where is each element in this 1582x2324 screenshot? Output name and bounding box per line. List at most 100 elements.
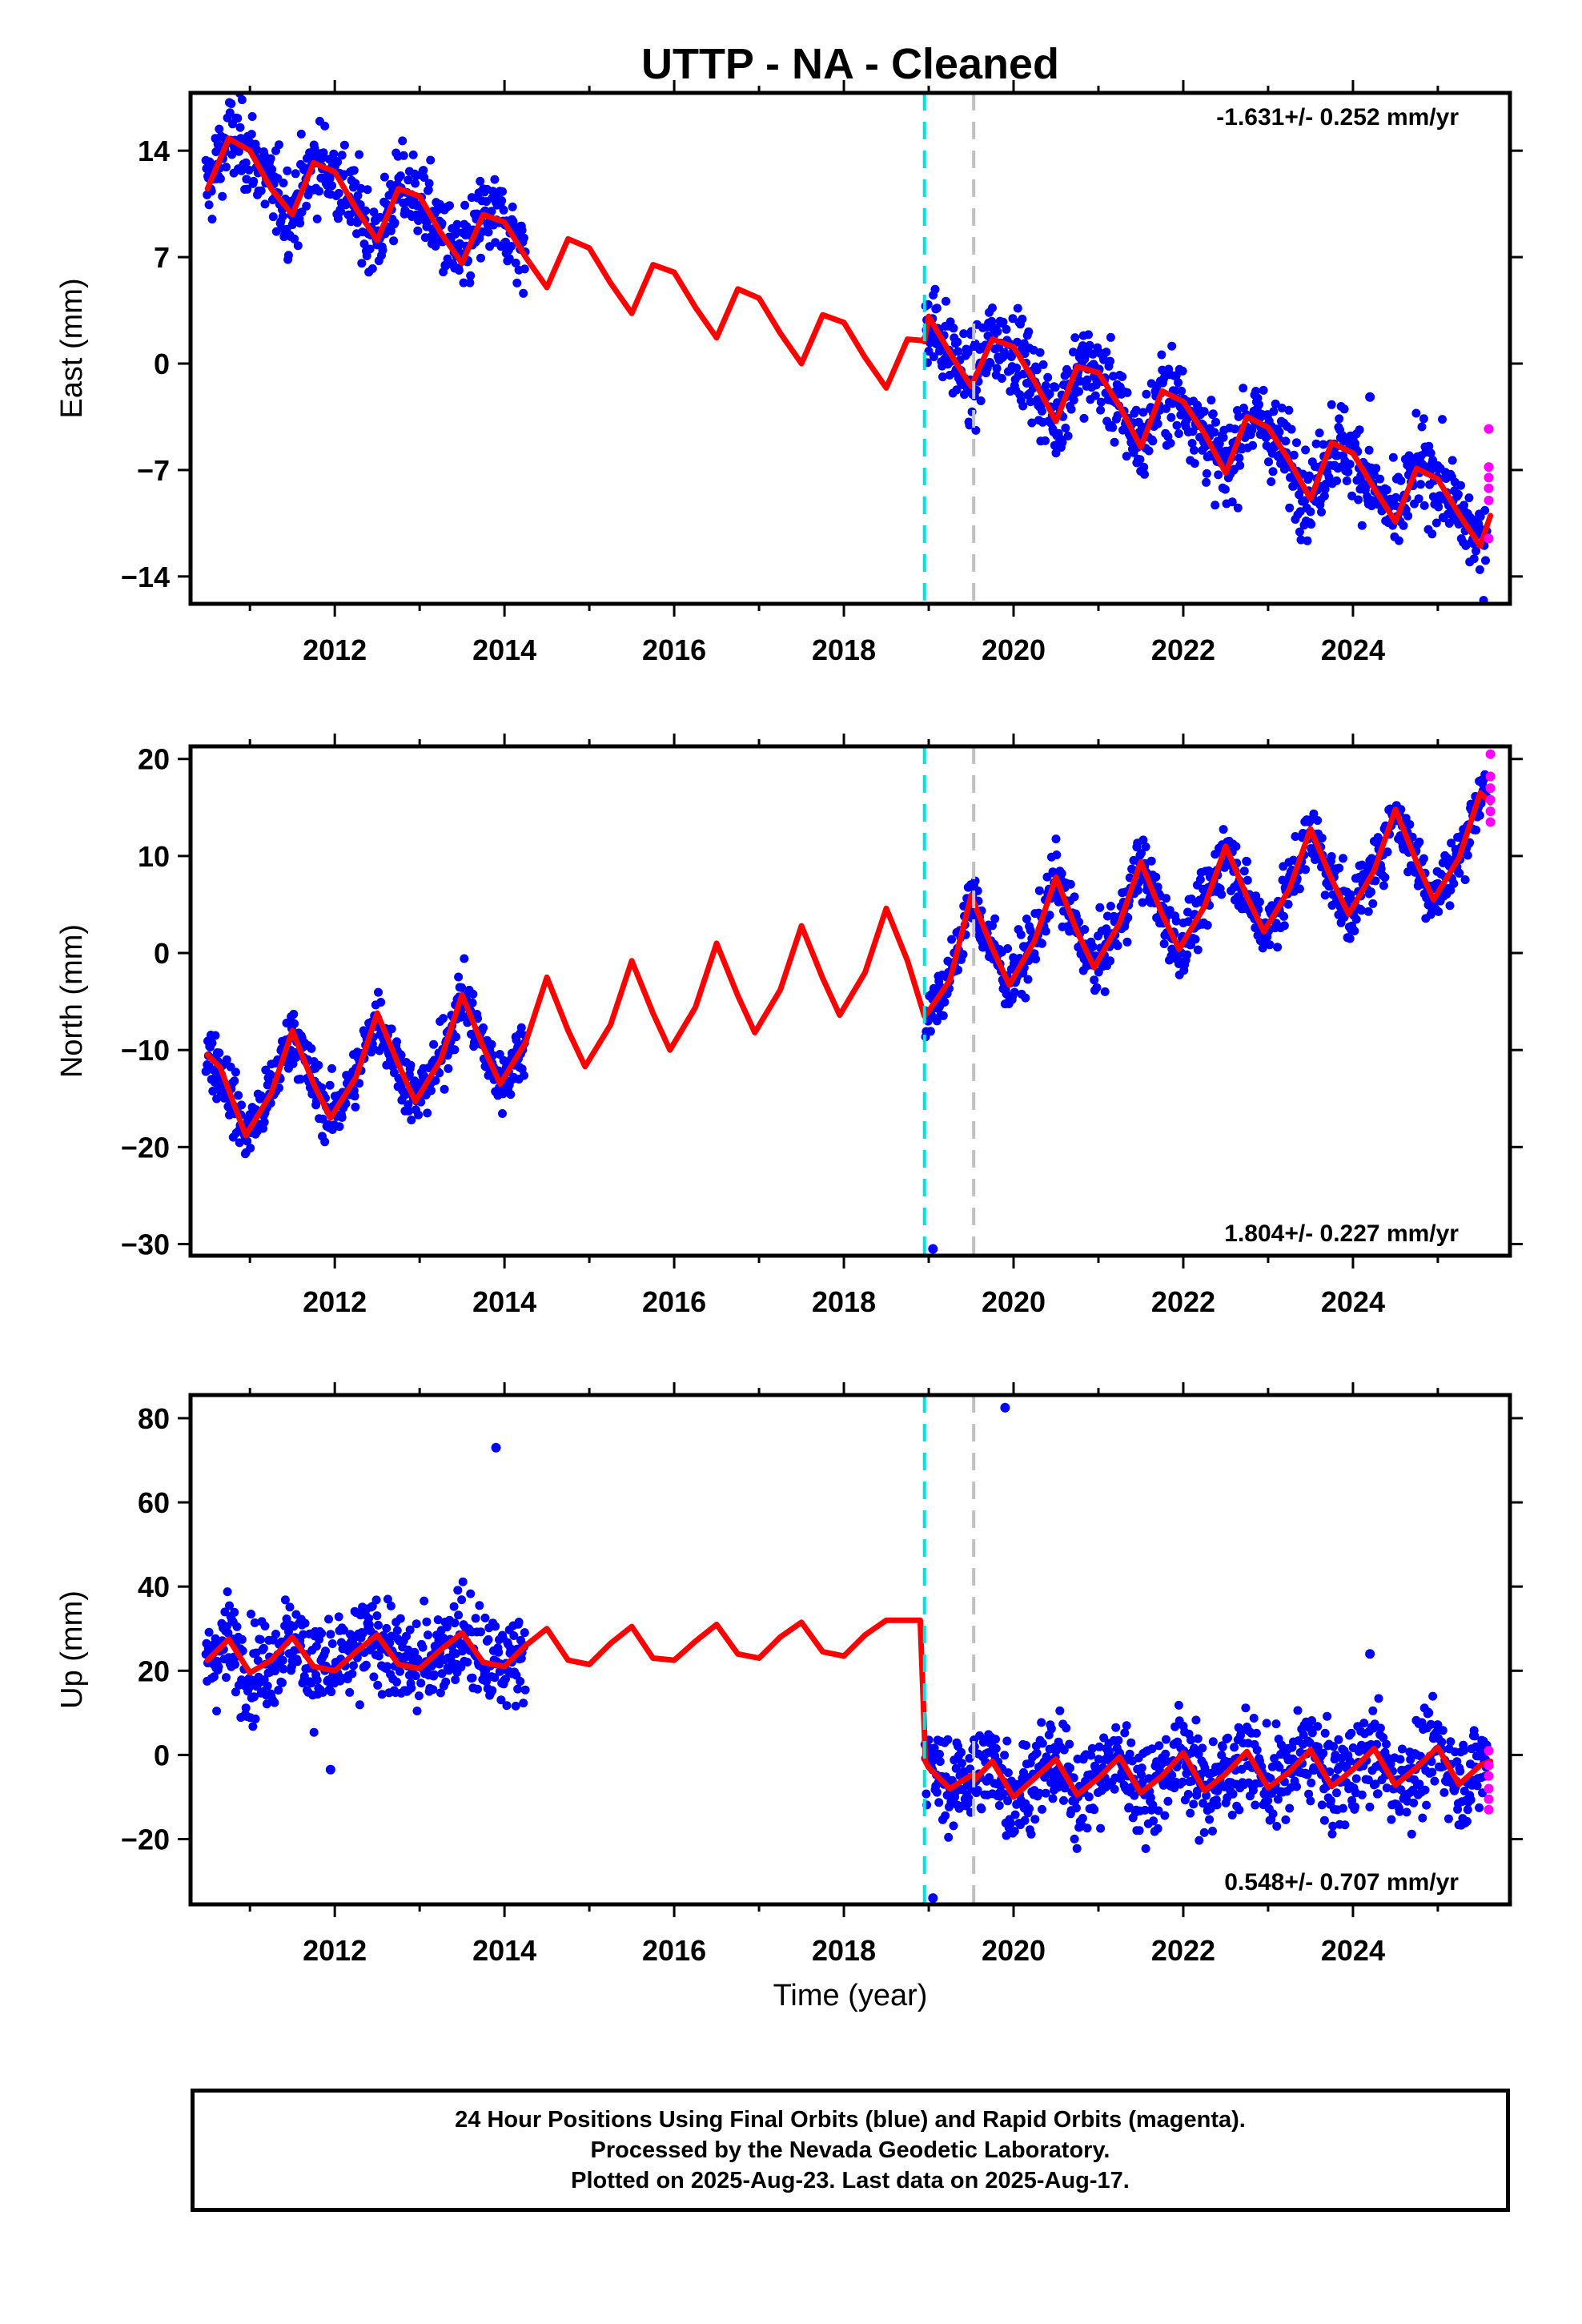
north-final-orbit-point [296,1075,305,1084]
north-rapid-orbit-point [1485,771,1496,782]
up-final-orbit-point [1003,1768,1013,1778]
up-final-orbit-point [1251,1800,1260,1810]
east-outlier-point [1365,392,1375,402]
up-final-orbit-point [1307,1778,1316,1787]
up-final-orbit-point [347,1669,357,1679]
up-final-orbit-point [973,1785,982,1795]
north-final-orbit-point [1351,915,1361,924]
east-final-orbit-point [1306,507,1315,517]
east-final-orbit-point [1220,485,1230,494]
up-final-orbit-point [1472,1781,1482,1791]
east-final-orbit-point [1472,546,1481,556]
east-final-orbit-point [1319,440,1328,449]
up-final-orbit-point [317,1629,327,1638]
east-final-orbit-point [504,254,514,263]
north-final-orbit-point [1217,890,1227,899]
east-final-orbit-point [363,185,372,195]
east-final-orbit-point [426,155,436,165]
north-final-orbit-point [246,1144,255,1153]
east-final-orbit-point [241,158,251,167]
east-final-orbit-point [222,163,231,172]
north-final-orbit-point [243,1136,252,1146]
east-final-orbit-point [1063,431,1073,440]
east-final-orbit-point [1051,448,1061,458]
east-final-orbit-point [1343,467,1353,476]
north-final-orbit-point [938,1011,948,1020]
north-final-orbit-point [1273,943,1283,952]
north-final-orbit-point [1472,826,1481,834]
north-final-orbit-point [1475,810,1484,820]
up-final-orbit-point [1191,1715,1201,1725]
east-final-orbit-point [1317,507,1326,517]
east-final-orbit-point [1255,400,1264,409]
east-final-orbit-point [1235,460,1245,470]
north-final-orbit-point [1066,879,1075,889]
east-final-orbit-point [1074,387,1084,396]
up-final-orbit-point [509,1631,519,1640]
north-final-orbit-point [1023,975,1033,984]
up-final-orbit-point [1466,1795,1476,1804]
up-final-orbit-point [475,1601,484,1610]
up-final-orbit-point [309,1727,319,1737]
up-final-orbit-point [1138,1778,1147,1787]
footer-line-3: Plotted on 2025-Aug-23. Last data on 202… [571,2168,1130,2193]
north-final-orbit-point [327,1063,336,1073]
north-final-orbit-point [1165,906,1174,915]
up-final-orbit-point [1313,1722,1323,1731]
north-final-orbit-point [396,1051,406,1060]
east-final-orbit-point [1364,445,1374,455]
east-final-orbit-point [252,145,262,155]
up-final-orbit-point [1154,1741,1164,1751]
up-final-orbit-point [1205,1815,1215,1824]
north-final-orbit-point [1195,875,1205,884]
east-final-orbit-point [1038,360,1048,369]
up-final-orbit-point [1032,1748,1042,1758]
east-final-orbit-point [1144,446,1154,456]
up-final-orbit-point [1347,1728,1356,1738]
east-final-orbit-point [1235,453,1244,463]
north-final-orbit-point [215,1048,224,1058]
east-x-tick-label: 2012 [303,633,367,666]
north-final-orbit-point [1255,897,1264,907]
up-final-orbit-point [1363,1775,1373,1784]
north-final-orbit-point [289,1009,299,1019]
up-final-orbit-point [396,1667,404,1676]
east-final-orbit-point [497,196,507,206]
east-final-orbit-point [993,327,1002,336]
east-final-orbit-point [295,219,305,228]
east-final-orbit-point [367,264,377,273]
east-rate-label: -1.631+/- 0.252 mm/yr [1216,104,1459,131]
east-final-orbit-point [267,165,277,175]
up-final-orbit-point [473,1684,482,1694]
north-final-orbit-point [1113,941,1122,951]
up-final-orbit-point [1120,1728,1130,1738]
up-final-orbit-point [1272,1822,1282,1831]
north-final-orbit-point [208,1087,218,1096]
east-final-orbit-point [1174,378,1183,388]
east-final-orbit-point [963,348,973,357]
east-final-orbit-point [247,112,257,121]
up-final-orbit-point [1428,1691,1438,1701]
up-final-orbit-point [501,1675,510,1684]
east-panel: 2012 2014 2016 2018 2020 2022 2024 14 7 0 −7 −14 Eas… [55,80,1523,666]
east-y-tick-label: −14 [121,561,170,593]
east-final-orbit-point [1013,304,1022,313]
north-final-orbit-point [1339,854,1347,863]
east-final-orbit-point [1277,404,1287,412]
up-final-orbit-point [1418,1813,1427,1823]
north-final-orbit-point [1138,835,1148,845]
east-final-orbit-point [1239,384,1248,393]
up-final-orbit-point [1137,1763,1146,1773]
up-final-orbit-point [1359,1719,1369,1728]
up-final-orbit-point [371,1595,381,1605]
up-final-orbit-point [382,1623,391,1633]
up-final-orbit-point [1373,1789,1383,1799]
up-final-orbit-point [436,1688,445,1698]
up-final-orbit-point [1351,1802,1360,1811]
up-final-orbit-point [1415,1779,1424,1789]
up-final-orbit-point [1094,1742,1104,1751]
up-final-orbit-point [312,1675,322,1685]
east-final-orbit-point [351,179,360,188]
up-final-orbit-point [411,1671,420,1681]
east-final-orbit-point [1210,428,1219,437]
